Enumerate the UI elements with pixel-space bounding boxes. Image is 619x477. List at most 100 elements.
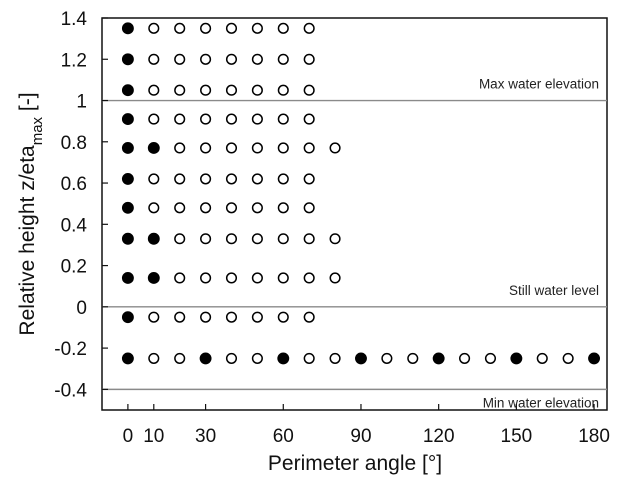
- data-point-open: [484, 352, 497, 364]
- data-point-open: [200, 22, 212, 34]
- data-point-open: [277, 173, 289, 185]
- reference-line-label: Still water level: [509, 283, 599, 298]
- data-point-filled: [199, 352, 212, 365]
- data-point-open: [407, 352, 419, 364]
- x-tick-label: 0: [123, 426, 134, 447]
- data-point-open: [251, 173, 263, 185]
- data-point-open: [277, 142, 289, 154]
- y-tick-label: 0.6: [61, 174, 87, 195]
- data-point-open: [225, 22, 238, 34]
- data-point-open: [277, 53, 289, 65]
- data-point-open: [251, 272, 263, 284]
- data-point-open: [174, 352, 186, 364]
- data-point-filled: [147, 142, 160, 154]
- x-axis-ticks: 0 10 30 60 90 120 150 180: [123, 404, 610, 447]
- data-point-open: [200, 84, 212, 96]
- data-point-open: [277, 233, 289, 245]
- x-tick-label: 120: [423, 426, 455, 447]
- data-point-open: [148, 202, 160, 214]
- x-tick-label: 10: [143, 426, 164, 447]
- data-point-open: [329, 272, 341, 284]
- y-tick-label: 0: [76, 298, 87, 319]
- data-point-open: [148, 84, 160, 96]
- data-point-open: [277, 272, 289, 284]
- data-point-open: [277, 113, 289, 125]
- data-point-open: [303, 233, 315, 245]
- y-axis-title-main: Relative height z/eta: [16, 145, 39, 336]
- x-axis-title: Perimeter angle [°]: [268, 452, 442, 475]
- data-point-open: [303, 272, 315, 284]
- data-point-open: [251, 142, 263, 154]
- data-point-open: [251, 233, 263, 245]
- data-point-open: [277, 311, 289, 323]
- data-point-open: [459, 352, 471, 364]
- data-point-open: [174, 84, 186, 96]
- x-tick-label: 60: [273, 426, 294, 447]
- y-tick-label: 0.8: [61, 133, 87, 154]
- data-point-open: [277, 22, 289, 34]
- data-point-filled: [121, 53, 134, 66]
- data-point-open: [225, 233, 238, 245]
- data-point-filled: [121, 232, 134, 245]
- data-point-filled: [121, 201, 134, 214]
- data-point-open: [200, 311, 212, 323]
- data-point-open: [562, 352, 574, 364]
- data-point-open: [303, 22, 315, 34]
- data-point-open: [329, 233, 341, 245]
- data-point-filled: [432, 352, 445, 365]
- data-point-open: [303, 53, 315, 65]
- data-point-open: [225, 311, 238, 323]
- data-point-open: [225, 53, 238, 65]
- data-point-open: [200, 142, 212, 154]
- data-point-filled: [121, 84, 134, 97]
- data-point-open: [251, 84, 263, 96]
- data-point-open: [329, 142, 341, 154]
- data-point-filled: [355, 352, 367, 365]
- x-tick-label: 30: [195, 426, 216, 447]
- data-point-open: [174, 202, 186, 214]
- data-point-open: [148, 22, 160, 34]
- data-point-open: [148, 173, 160, 185]
- y-axis-title: Relative height z/etamax [-]: [16, 92, 46, 335]
- data-point-open: [200, 53, 212, 65]
- data-point-open: [174, 311, 186, 323]
- reference-lines: Max water elevation Still water level Min …: [102, 77, 607, 410]
- data-point-open: [148, 53, 160, 65]
- data-point-open: [251, 22, 263, 34]
- data-point-filled: [277, 352, 290, 365]
- data-point-filled: [121, 22, 134, 35]
- data-point-open: [251, 311, 263, 323]
- data-point-open: [225, 272, 238, 284]
- y-tick-label: 0.2: [61, 257, 87, 278]
- data-point-open: [148, 113, 160, 125]
- data-point-filled: [121, 142, 134, 154]
- plot-frame: [101, 17, 608, 411]
- x-tick-label: 150: [501, 426, 533, 447]
- data-point-open: [200, 233, 212, 245]
- data-point-open: [174, 233, 186, 245]
- data-point-open: [329, 352, 341, 364]
- data-point-filled: [121, 352, 134, 365]
- data-point-open: [200, 202, 212, 214]
- data-point-open: [303, 113, 315, 125]
- data-point-open: [303, 352, 315, 364]
- data-point-open: [174, 142, 186, 154]
- data-point-open: [303, 202, 315, 214]
- data-point-filled: [121, 113, 134, 126]
- data-point-filled: [121, 311, 134, 324]
- reference-line-label: Max water elevation: [479, 77, 599, 92]
- data-point-open: [277, 202, 289, 214]
- data-point-filled: [147, 232, 160, 245]
- data-point-open: [174, 173, 186, 185]
- data-point-open: [148, 352, 160, 364]
- data-point-filled: [588, 352, 601, 365]
- y-tick-label: 0.4: [61, 215, 88, 236]
- data-point-open: [303, 84, 315, 96]
- data-point-open: [174, 53, 186, 65]
- y-tick-label: -0.4: [54, 380, 87, 401]
- data-point-open: [148, 311, 160, 323]
- data-point-open: [251, 352, 263, 364]
- data-point-open: [251, 53, 263, 65]
- y-tick-label: 1: [76, 92, 87, 113]
